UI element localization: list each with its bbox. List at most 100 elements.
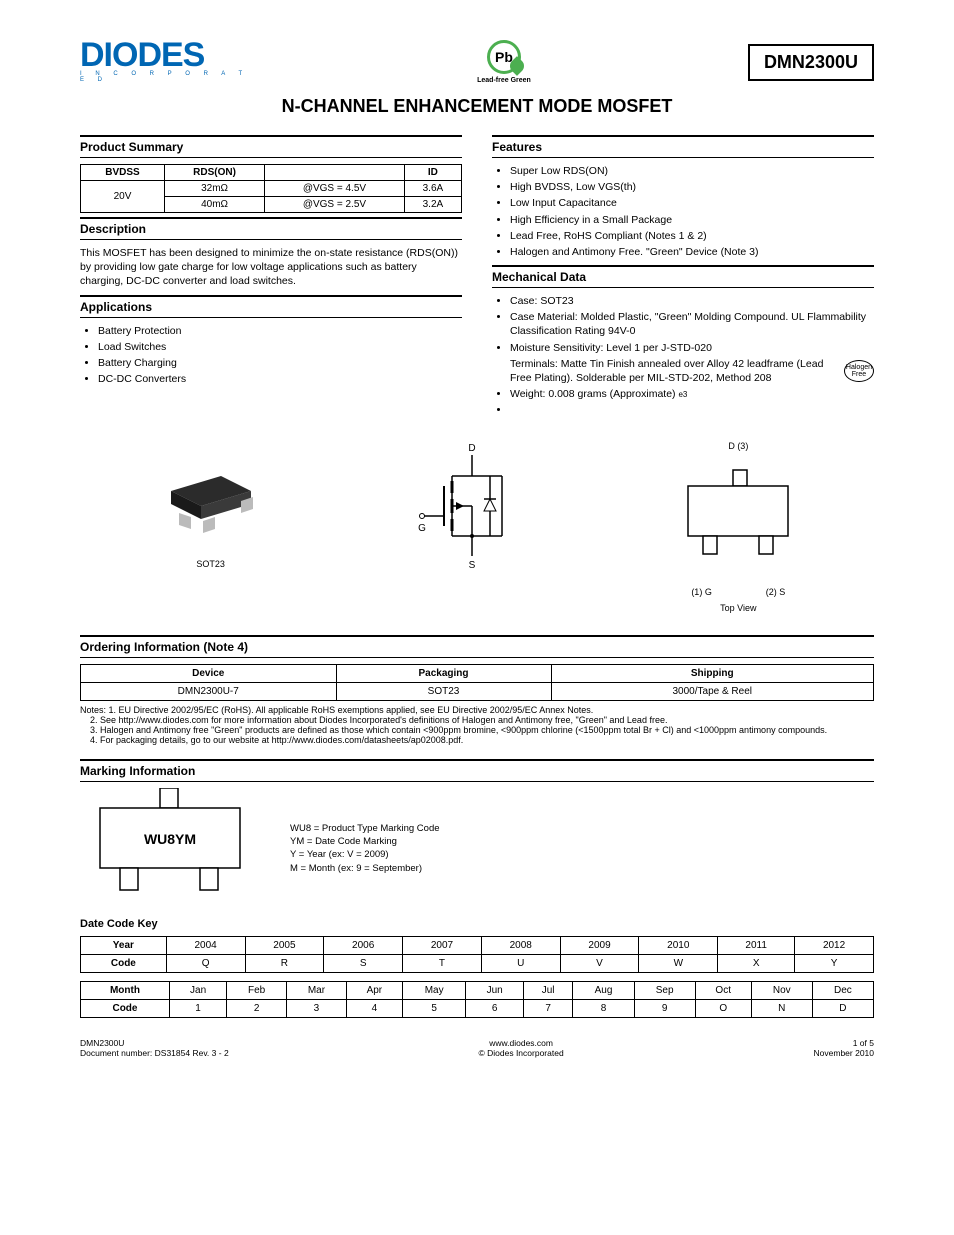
ordering-notes: Notes: 1. EU Directive 2002/95/EC (RoHS)…: [80, 705, 874, 745]
right-column: Features Super Low RDS(ON) High BVDSS, L…: [492, 131, 874, 423]
cell: 2009: [560, 937, 639, 955]
marking-diagram-icon: WU8YM: [80, 788, 260, 908]
footer-left: DMN2300U Document number: DS31854 Rev. 3…: [80, 1038, 229, 1058]
cell-rdson: 32mΩ: [165, 181, 265, 197]
col-cond: [265, 165, 405, 181]
cell-id: 3.6A: [404, 181, 461, 197]
cell: T: [403, 955, 482, 973]
cell: 2004: [166, 937, 245, 955]
cell: O: [695, 1000, 751, 1018]
cell: 9: [634, 1000, 695, 1018]
legend-line: M = Month (ex: 9 = September): [290, 862, 440, 875]
list-item: Halogen and Antimony Free. "Green" Devic…: [510, 245, 874, 259]
cell: SOT23: [336, 683, 551, 701]
cell: Dec: [812, 982, 873, 1000]
table-row: Code Q R S T U V W X Y: [81, 955, 874, 973]
product-summary-heading: Product Summary: [80, 135, 462, 158]
footer-right: 1 of 5 November 2010: [814, 1038, 874, 1058]
drain-label: D: [468, 443, 475, 454]
legend-line: WU8 = Product Type Marking Code: [290, 822, 440, 835]
cell: U: [481, 955, 560, 973]
cell: 2010: [639, 937, 718, 955]
cell-cond: @VGS = 2.5V: [265, 197, 405, 213]
features-heading: Features: [492, 135, 874, 158]
cell: W: [639, 955, 718, 973]
row-label: Code: [81, 1000, 170, 1018]
list-item: Case Material: Molded Plastic, "Green" M…: [510, 310, 874, 338]
page-title: N-CHANNEL ENHANCEMENT MODE MOSFET: [80, 96, 874, 117]
list-item: Super Low RDS(ON): [510, 164, 874, 178]
cell: V: [560, 955, 639, 973]
cell: Q: [166, 955, 245, 973]
cell: R: [245, 955, 324, 973]
table-row: Device Packaging Shipping: [81, 665, 874, 683]
logo-main: DIODES: [80, 41, 260, 70]
cell-cond: @VGS = 4.5V: [265, 181, 405, 197]
pb-text: Lead-free Green: [477, 77, 531, 84]
cell: D: [812, 1000, 873, 1018]
legend-line: YM = Date Code Marking: [290, 835, 440, 848]
cell: 7: [523, 1000, 573, 1018]
row-label: Month: [81, 982, 170, 1000]
footer-part: DMN2300U: [80, 1038, 229, 1048]
cell: Mar: [287, 982, 347, 1000]
left-column: Product Summary BVDSS RDS(ON) ID 20V 32m…: [80, 131, 462, 423]
mosfet-symbol-icon: D G: [412, 441, 532, 571]
col-shipping: Shipping: [551, 665, 873, 683]
legend-line: Y = Year (ex: V = 2009): [290, 848, 440, 861]
topview-icon: [673, 455, 803, 585]
list-item-text: Weight: 0.008 grams (Approximate): [510, 388, 676, 400]
package-caption: SOT23: [151, 559, 271, 569]
cell: Jan: [169, 982, 226, 1000]
list-item: Weight: 0.008 grams (Approximate) e3: [510, 387, 874, 401]
cell: 2007: [403, 937, 482, 955]
list-item: Load Switches: [98, 340, 462, 354]
footer-doc: Document number: DS31854 Rev. 3 - 2: [80, 1048, 229, 1058]
cell-bvdss: 20V: [81, 181, 165, 213]
cell: 2008: [481, 937, 560, 955]
cell: 8: [573, 1000, 634, 1018]
pb-icon: Pb: [487, 40, 521, 74]
cell: Y: [795, 955, 874, 973]
halogen-free-icon: Halogen Free: [844, 360, 874, 382]
datasheet-page: DIODES I N C O R P O R A T E D Pb Lead-f…: [0, 0, 954, 1098]
list-item: Lead Free, RoHS Compliant (Notes 1 & 2): [510, 229, 874, 243]
header: DIODES I N C O R P O R A T E D Pb Lead-f…: [80, 40, 874, 84]
upper-columns: Product Summary BVDSS RDS(ON) ID 20V 32m…: [80, 131, 874, 423]
cell: Apr: [346, 982, 402, 1000]
cell: 2011: [718, 937, 795, 955]
logo: DIODES I N C O R P O R A T E D: [80, 41, 260, 84]
features-list: Super Low RDS(ON) High BVDSS, Low VGS(th…: [492, 164, 874, 259]
cell: Oct: [695, 982, 751, 1000]
cell: 2005: [245, 937, 324, 955]
topview-pin3: D (3): [673, 441, 803, 451]
cell: 2: [227, 1000, 287, 1018]
sot23-icon: [151, 441, 271, 551]
marking-heading: Marking Information: [80, 759, 874, 782]
cell: 2012: [795, 937, 874, 955]
list-item: Case: SOT23: [510, 294, 874, 308]
list-item: DC-DC Converters: [98, 372, 462, 386]
list-item: High Efficiency in a Small Package: [510, 213, 874, 227]
month-code-table: Month Jan Feb Mar Apr May Jun Jul Aug Se…: [80, 981, 874, 1018]
col-id: ID: [404, 165, 461, 181]
note-text: 4. For packaging details, go to our webs…: [90, 735, 463, 745]
marking-code: WU8YM: [144, 831, 196, 847]
note-text: 2. See http://www.diodes.com for more in…: [90, 715, 667, 725]
cell: N: [751, 1000, 812, 1018]
cell: 6: [466, 1000, 523, 1018]
list-item: Low Input Capacitance: [510, 196, 874, 210]
row-label: Code: [81, 955, 167, 973]
e3-symbol: e3: [678, 390, 687, 399]
footer-date: November 2010: [814, 1048, 874, 1058]
mechanical-list: Case: SOT23 Case Material: Molded Plasti…: [492, 294, 874, 417]
topview-pin2: (2) S: [766, 587, 786, 597]
cell: 3000/Tape & Reel: [551, 683, 873, 701]
topview-pin1: (1) G: [691, 587, 712, 597]
marking-legend: WU8 = Product Type Marking Code YM = Dat…: [290, 822, 440, 875]
circuit-figure: D G: [412, 441, 532, 573]
cell: Jun: [466, 982, 523, 1000]
table-row: DMN2300U-7 SOT23 3000/Tape & Reel: [81, 683, 874, 701]
footer: DMN2300U Document number: DS31854 Rev. 3…: [80, 1038, 874, 1058]
applications-list: Battery Protection Load Switches Battery…: [80, 324, 462, 387]
